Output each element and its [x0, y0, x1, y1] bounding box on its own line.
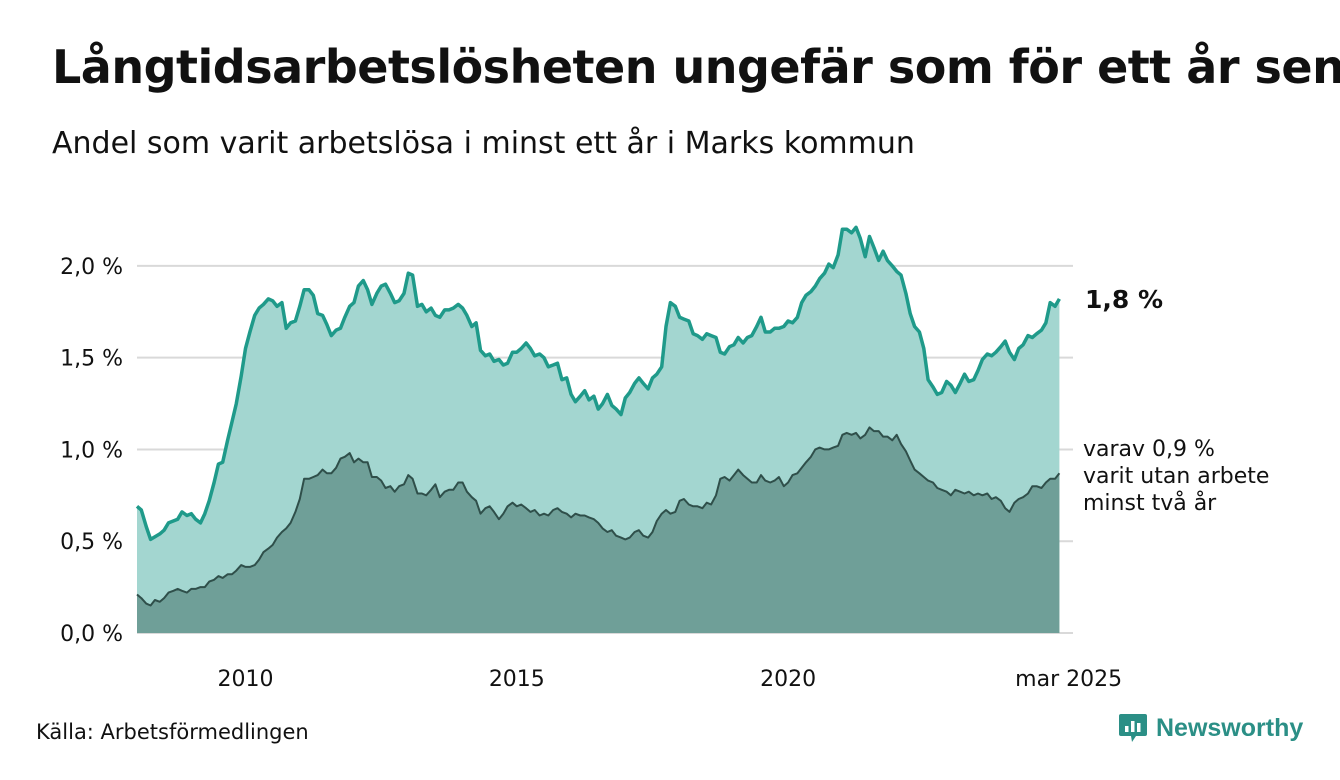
series-2-area: [137, 427, 1060, 633]
y-tick-label: 1,0 %: [60, 438, 123, 463]
x-tick-label: 2015: [489, 667, 545, 692]
x-tick-label: mar 2025: [1015, 667, 1122, 692]
series-1-line: [135, 225, 1061, 542]
series-2-end-label: minst två år: [1083, 490, 1217, 516]
series-1-end-label: 1,8 %: [1085, 285, 1163, 314]
series-2-end-label: varav 0,9 %: [1083, 437, 1215, 462]
axis-labels: 0,0 % 0,5 % 1,0 % 1,5 % 2,0 % 2010 2015 2020 mar…: [60, 255, 1122, 692]
chart-areas: [135, 225, 1061, 634]
y-tick-label: 1,5 %: [60, 347, 123, 372]
chart-subtitle: Andel som varit arbetslösa i minst ett å…: [52, 126, 915, 161]
brand-logo[interactable]: Newsworthy: [1118, 712, 1303, 744]
source-note: Källa: Arbetsförmedlingen: [36, 720, 309, 744]
series-2-line: [136, 426, 1061, 607]
y-tick-label: 2,0 %: [60, 255, 123, 280]
brand-name: Newsworthy: [1156, 713, 1304, 742]
y-tick-label: 0,5 %: [60, 530, 123, 555]
series-2-end-label: varit utan arbete: [1083, 464, 1269, 489]
chart-title: Långtidsarbetslösheten ungefär som för e…: [52, 40, 1340, 94]
y-tick-label: 0,0 %: [60, 622, 123, 647]
x-tick-label: 2020: [760, 667, 816, 692]
newsworthy-logo-icon: [1119, 714, 1147, 742]
x-tick-label: 2010: [218, 667, 274, 692]
